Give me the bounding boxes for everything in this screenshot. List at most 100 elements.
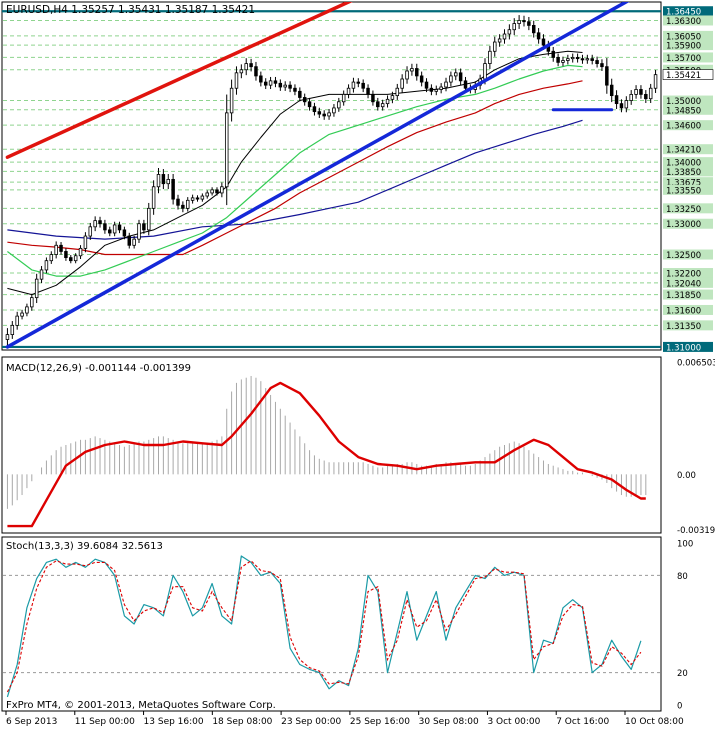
candle-body — [585, 58, 590, 61]
price-tick-label: 1.36300 — [666, 17, 701, 27]
candle-body — [239, 69, 244, 74]
time-tick-label: 18 Sep 08:00 — [212, 717, 272, 727]
price-tick-label: 1.33250 — [666, 205, 701, 215]
candle-body — [298, 90, 302, 98]
candle-body — [254, 66, 258, 77]
time-tick-label: 13 Sep 16:00 — [144, 717, 204, 727]
candle-body — [541, 38, 546, 46]
candle-body — [575, 57, 580, 60]
candle-body — [259, 75, 263, 83]
copyright-text: FxPro MT4, © 2001-2013, MetaQuotes Softw… — [6, 700, 276, 711]
candle-body — [653, 74, 658, 89]
candle-body — [517, 20, 521, 24]
trendline-blue — [5, 2, 630, 349]
price-tick-label: 1.34600 — [666, 122, 701, 132]
price-tick-label: 1.35900 — [666, 42, 701, 52]
candle-body — [634, 89, 638, 95]
candle-body — [371, 93, 375, 103]
candle-body — [88, 226, 93, 237]
time-tick-label: 7 Oct 16:00 — [556, 717, 609, 727]
moving-average-red — [7, 80, 583, 256]
candle-body — [356, 81, 361, 84]
macd-panel-frame — [1, 356, 662, 534]
stochastic-levels — [3, 574, 660, 674]
candle-body — [210, 189, 214, 194]
price-label-box — [663, 104, 713, 115]
candle-body — [415, 68, 419, 77]
price-label-box — [663, 40, 713, 51]
candle-body — [531, 25, 536, 34]
price-panel[interactable]: EURUSD,H4 1.35257 1.35431 1.35187 1.3542… — [1, 0, 714, 353]
candle-body — [44, 260, 49, 271]
candle-body — [337, 101, 341, 109]
candle-body — [69, 257, 73, 262]
candle-body — [644, 93, 648, 100]
candle-body — [488, 50, 492, 64]
price-label-box — [663, 203, 713, 214]
price-tick-label: 1.34000 — [666, 159, 701, 169]
candle-body — [200, 195, 205, 200]
price-tick-label: 1.32200 — [666, 270, 701, 280]
candle-body — [54, 244, 58, 255]
candle-body — [595, 60, 599, 64]
candle-body — [103, 223, 107, 231]
candle-body — [600, 63, 604, 68]
candle-body — [522, 20, 526, 23]
candle-body — [229, 87, 234, 114]
stochastic-header: Stoch(13,3,3) 39.6084 32.5613 — [6, 541, 163, 552]
candle-body — [98, 220, 102, 225]
price-label-box — [663, 218, 713, 229]
candle-body — [224, 112, 229, 188]
candle-body — [293, 87, 297, 92]
candle-body — [93, 220, 97, 228]
candle-body — [322, 113, 326, 117]
trendline-red — [5, 2, 353, 159]
candle-body — [351, 81, 356, 89]
price-panel-frame — [1, 1, 662, 351]
macd-axis: 0.006503 0.00 -0.003192 — [677, 359, 715, 536]
price-tick-label: 1.35000 — [666, 97, 701, 107]
price-tick-label: 1.36050 — [666, 32, 701, 42]
candle-body — [341, 93, 346, 103]
candle-body — [20, 312, 24, 317]
candle-body — [166, 178, 170, 185]
price-tick-label: 1.31000 — [666, 343, 701, 353]
candle-body — [444, 81, 448, 88]
price-label-box — [663, 120, 713, 131]
candle-body — [424, 81, 429, 89]
stochastic-tick-label: 20 — [677, 669, 688, 679]
candle-body — [117, 224, 122, 231]
candle-body — [332, 107, 336, 114]
macd-tick-label: 0.006503 — [677, 359, 715, 369]
stochastic-main-line — [6, 555, 642, 698]
moving-average-black — [7, 50, 583, 296]
price-tick-label: 1.32500 — [666, 251, 701, 261]
time-tick-label: 11 Sep 00:00 — [75, 717, 135, 727]
price-label-box — [663, 341, 713, 352]
candle-body — [112, 224, 117, 234]
price-label-box — [663, 157, 713, 168]
price-label-box — [663, 144, 713, 155]
candle-body — [83, 235, 88, 249]
candle-body — [605, 66, 609, 86]
candle-body — [234, 72, 239, 89]
price-label-box — [663, 249, 713, 260]
stochastic-panel[interactable]: Stoch(13,3,3) 39.6084 32.5613 FxPro MT4,… — [1, 536, 693, 712]
candle-body — [186, 199, 190, 209]
candle-body — [580, 58, 585, 61]
macd-panel[interactable]: MACD(12,26,9) -0.001144 -0.001399 0.0065… — [1, 356, 715, 536]
candlesticks — [5, 15, 658, 346]
stochastic-lines — [6, 555, 642, 698]
candle-body — [566, 58, 570, 61]
price-tick-label: 1.33675 — [666, 179, 701, 189]
candle-body — [127, 235, 132, 246]
candle-body — [288, 84, 292, 89]
candle-body — [463, 80, 468, 89]
candle-body — [151, 186, 156, 209]
candle-body — [190, 197, 195, 201]
trendlines[interactable] — [5, 0, 645, 349]
candle-body — [648, 87, 653, 100]
candle-body — [614, 95, 619, 105]
